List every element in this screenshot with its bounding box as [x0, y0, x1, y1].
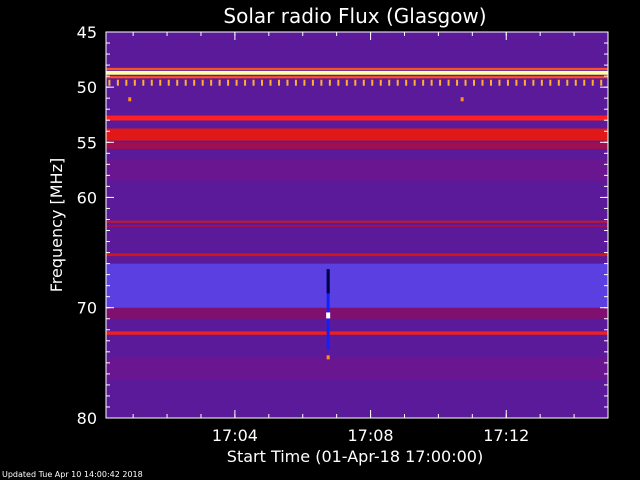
dot-15	[235, 79, 238, 86]
band-5	[106, 142, 608, 149]
dot-34	[396, 79, 399, 86]
dot-32	[379, 79, 382, 86]
x-tick-label-2: 17:12	[483, 426, 529, 445]
dot-35	[405, 79, 408, 86]
band-0	[106, 70, 608, 75]
dot-21	[286, 79, 289, 86]
dot-51	[540, 79, 543, 86]
band-6	[106, 220, 608, 223]
dot-33	[388, 79, 391, 86]
dot-29	[354, 79, 357, 86]
dot-19	[269, 79, 272, 86]
band-8	[106, 253, 608, 257]
dot-58	[600, 79, 603, 86]
dot-54	[566, 79, 569, 86]
dot-30	[362, 79, 365, 86]
dot-39	[439, 79, 442, 86]
dot-25	[320, 79, 323, 86]
spot-0	[128, 97, 132, 102]
y-axis: 45 50 55 60 70 80	[77, 23, 608, 428]
burst-white-spot	[326, 312, 331, 319]
dot-56	[583, 79, 586, 86]
x-tick-label-1: 17:08	[348, 426, 394, 445]
dot-3	[133, 79, 136, 86]
dot-2	[125, 79, 128, 86]
y-tick-label-5: 80	[77, 409, 97, 428]
y-tick-label-0: 45	[77, 23, 97, 42]
band-1	[106, 67, 608, 71]
dot-42	[464, 79, 467, 86]
band-3	[106, 115, 608, 121]
dot-44	[481, 79, 484, 86]
dot-27	[337, 79, 340, 86]
dot-6	[159, 79, 162, 86]
dot-41	[456, 79, 459, 86]
dot-12	[210, 79, 213, 86]
spot-1	[460, 97, 464, 102]
band-12	[106, 357, 608, 380]
dot-26	[328, 79, 331, 86]
updated-timestamp: Updated Tue Apr 10 14:00:42 2018	[2, 470, 143, 479]
dot-17	[252, 79, 255, 86]
dot-36	[413, 79, 416, 86]
dot-1	[116, 79, 119, 86]
dot-0	[108, 79, 111, 86]
dot-4	[142, 79, 145, 86]
burst-line	[326, 269, 330, 350]
dot-40	[447, 79, 450, 86]
y-tick-label-1: 50	[77, 78, 97, 97]
band-2	[106, 76, 608, 79]
dot-11	[201, 79, 204, 86]
plot-frame	[105, 31, 609, 419]
dot-48	[515, 79, 518, 86]
dot-49	[523, 79, 526, 86]
band-7	[106, 225, 608, 228]
light-region	[106, 263, 608, 312]
y-tick-label-4: 70	[77, 299, 97, 318]
dot-52	[549, 79, 552, 86]
band-4	[106, 128, 608, 141]
dot-47	[506, 79, 509, 86]
dot-16	[244, 79, 247, 86]
dot-28	[345, 79, 348, 86]
chart-title: Solar radio Flux (Glasgow)	[223, 4, 486, 28]
dot-10	[193, 79, 196, 86]
dot-57	[591, 79, 594, 86]
dot-46	[498, 79, 501, 86]
dot-50	[532, 79, 535, 86]
dot-13	[218, 79, 221, 86]
dot-55	[574, 79, 577, 86]
band-9	[106, 331, 608, 335]
dot-45	[489, 79, 492, 86]
dot-18	[261, 79, 264, 86]
dot-20	[277, 79, 280, 86]
dot-31	[371, 79, 374, 86]
x-axis: 17:04 17:08 17:12	[132, 32, 575, 445]
band-11	[106, 158, 608, 181]
x-axis-label: Start Time (01-Apr-18 17:00:00)	[227, 447, 483, 466]
dot-5	[150, 79, 153, 86]
plot-area	[105, 31, 609, 419]
dot-38	[430, 79, 433, 86]
burst-end-dot	[326, 355, 330, 360]
y-tick-label-2: 55	[77, 133, 97, 152]
dot-22	[294, 79, 297, 86]
dot-7	[167, 79, 170, 86]
y-tick-label-3: 60	[77, 188, 97, 207]
dot-24	[311, 79, 314, 86]
dot-53	[557, 79, 560, 86]
dot-43	[473, 79, 476, 86]
band-10	[106, 307, 608, 319]
dot-14	[227, 79, 230, 86]
x-tick-label-0: 17:04	[212, 426, 258, 445]
dot-23	[303, 79, 306, 86]
dot-8	[176, 79, 179, 86]
burst-dark-segment	[326, 269, 330, 294]
y-axis-label: Frequency [MHz]	[47, 158, 66, 292]
dot-37	[422, 79, 425, 86]
dot-9	[184, 79, 187, 86]
